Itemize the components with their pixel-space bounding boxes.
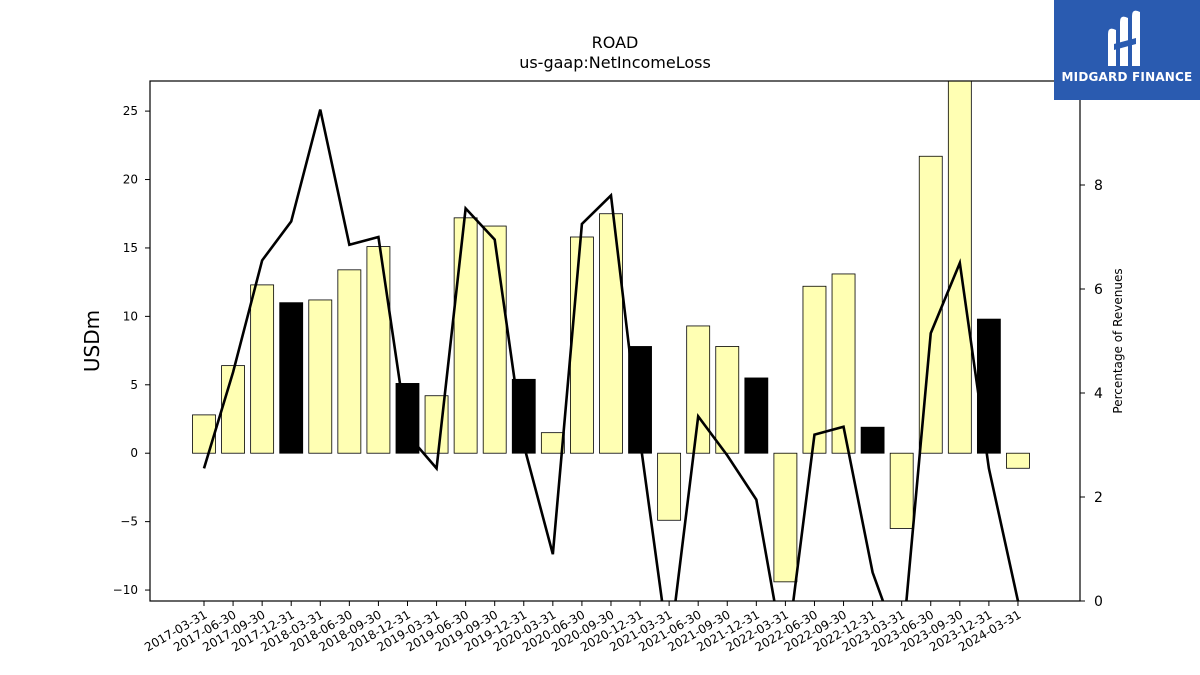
chart-title: ROAD <box>592 33 639 52</box>
bar <box>715 346 740 454</box>
y-axis-right: 0 2 4 6 8 <box>1080 178 1103 610</box>
line-series <box>202 109 1020 601</box>
y-right-tick-label: 8 <box>1094 178 1103 194</box>
y-tick-label: 0 <box>130 446 138 460</box>
y-right-tick-label: 0 <box>1094 594 1103 610</box>
bar <box>976 318 1001 454</box>
bar <box>599 213 623 454</box>
y-tick-label: −10 <box>113 583 138 597</box>
y-tick-label: 20 <box>123 173 138 187</box>
y-tick-label: 15 <box>123 241 138 255</box>
y-right-tick-label: 2 <box>1094 490 1103 506</box>
y-right-tick-label: 6 <box>1094 282 1103 298</box>
bar <box>482 225 507 454</box>
brand-logo: MIDGARD FINANCE <box>1054 0 1200 100</box>
bar <box>308 299 333 454</box>
bar <box>744 377 769 454</box>
bar <box>802 285 827 454</box>
bar <box>250 284 275 454</box>
plot-frame <box>149 80 1081 602</box>
y-axis-label-right: Percentage of Revenues <box>1111 268 1125 413</box>
bar <box>657 452 682 521</box>
y-right-tick-label: 4 <box>1094 386 1103 402</box>
bar <box>337 269 362 454</box>
bar <box>1006 452 1030 469</box>
y-axis-left: −10 −5 0 5 10 15 20 25 <box>113 104 150 597</box>
bar <box>540 432 565 454</box>
bar <box>279 302 304 454</box>
y-axis-label-left: USDm <box>80 310 104 372</box>
x-axis: 2017-03-312017-06-302017-09-302017-12-31… <box>142 601 1023 654</box>
line-path <box>202 109 1020 601</box>
bar <box>453 217 478 454</box>
bar <box>686 325 711 454</box>
y-tick-label: 5 <box>130 378 138 392</box>
y-tick-label: 10 <box>123 309 138 323</box>
bar <box>773 452 798 583</box>
bar-series <box>192 81 1030 583</box>
midgard-logo-icon <box>1108 10 1140 67</box>
bar <box>570 236 594 454</box>
bar <box>831 273 856 454</box>
chart-subtitle: us-gaap:NetIncomeLoss <box>519 53 711 72</box>
brand-name: MIDGARD FINANCE <box>1061 70 1193 84</box>
y-tick-label: −5 <box>120 515 138 529</box>
bar <box>628 346 652 454</box>
bar <box>221 365 245 454</box>
bar <box>366 246 391 454</box>
bar <box>889 452 914 529</box>
y-tick-label: 25 <box>123 104 138 118</box>
bar <box>192 414 216 454</box>
bar <box>860 426 885 454</box>
